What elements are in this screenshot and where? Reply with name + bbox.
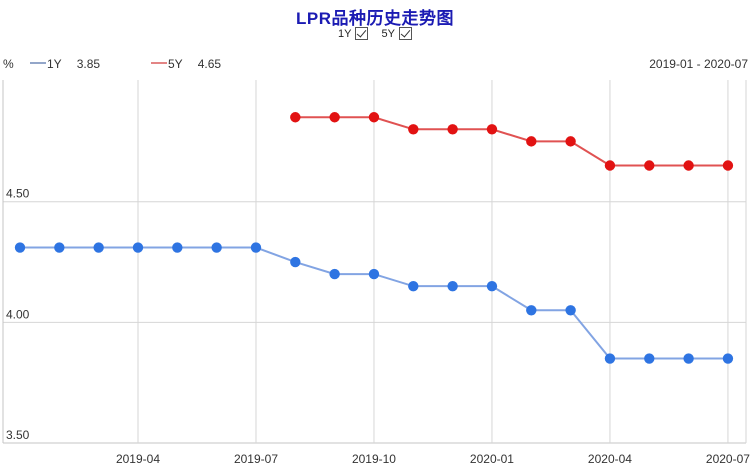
data-point-5y — [329, 112, 340, 123]
data-point-1y — [211, 242, 222, 253]
x-tick-label: 2020-01 — [470, 452, 514, 466]
data-point-1y — [722, 353, 734, 364]
data-point-1y — [93, 242, 104, 253]
data-point-1y — [132, 242, 144, 253]
y-axis-unit: % — [3, 57, 14, 71]
legend-line-1y-icon — [30, 62, 46, 64]
series-toggles: 1Y 5Y — [0, 27, 750, 40]
y-tick-label: 4.00 — [6, 307, 30, 321]
legend-line-5y-icon — [151, 62, 167, 64]
legend-item-1y: 1Y 3.85 — [30, 57, 100, 71]
legend-label-5y: 5Y — [168, 57, 183, 71]
x-tick-label: 2020-04 — [588, 452, 632, 466]
legend-value-5y: 4.65 — [197, 57, 222, 71]
toggle-1y-label: 1Y — [338, 28, 352, 40]
legend-item-5y: 5Y 4.65 — [151, 57, 221, 71]
data-point-1y — [644, 353, 655, 364]
page-title: LPR品种历史走势图 — [296, 9, 454, 28]
legend-label-1y: 1Y — [47, 57, 62, 71]
toggle-5y-label: 5Y — [381, 28, 395, 40]
y-tick-label: 4.50 — [6, 187, 30, 201]
data-point-1y — [408, 280, 419, 292]
data-point-5y — [447, 124, 458, 135]
data-point-1y — [447, 280, 458, 292]
data-point-5y — [683, 160, 694, 171]
data-point-1y — [14, 242, 26, 253]
x-tick-label: 2019-07 — [234, 452, 278, 466]
data-point-5y — [565, 136, 576, 147]
data-point-1y — [604, 353, 616, 364]
legend-value-1y: 3.85 — [76, 57, 101, 71]
data-point-1y — [565, 305, 576, 316]
data-point-1y — [368, 268, 380, 280]
data-point-5y — [526, 136, 537, 147]
data-point-5y — [722, 160, 734, 171]
data-point-1y — [683, 353, 694, 364]
date-range: 2019-01 - 2020-07 — [649, 57, 748, 71]
x-tick-label: 2019-10 — [352, 452, 396, 466]
data-point-5y — [604, 160, 616, 171]
toggle-1y-checkbox[interactable] — [355, 27, 369, 40]
series-line-5y — [295, 116, 728, 167]
legend-row: % 1Y 3.85 5Y 4.65 2019-01 - 2020-07 — [0, 57, 750, 73]
y-tick-label: 3.50 — [6, 428, 30, 442]
data-point-1y — [526, 305, 537, 316]
data-point-1y — [290, 256, 301, 268]
toggle-5y-checkbox[interactable] — [399, 27, 412, 40]
data-point-5y — [368, 112, 380, 123]
data-point-5y — [290, 112, 301, 123]
data-point-5y — [486, 124, 498, 135]
toggle-1y: 1Y — [338, 27, 369, 40]
data-point-1y — [172, 242, 183, 253]
data-point-5y — [408, 124, 419, 135]
toggle-5y: 5Y — [382, 27, 412, 40]
data-point-5y — [644, 160, 655, 171]
x-tick-label: 2020-07 — [706, 452, 750, 466]
data-point-1y — [250, 242, 262, 253]
x-tick-label: 2019-04 — [116, 452, 160, 466]
data-point-1y — [486, 280, 498, 292]
data-point-1y — [329, 268, 340, 280]
data-point-1y — [54, 242, 65, 253]
